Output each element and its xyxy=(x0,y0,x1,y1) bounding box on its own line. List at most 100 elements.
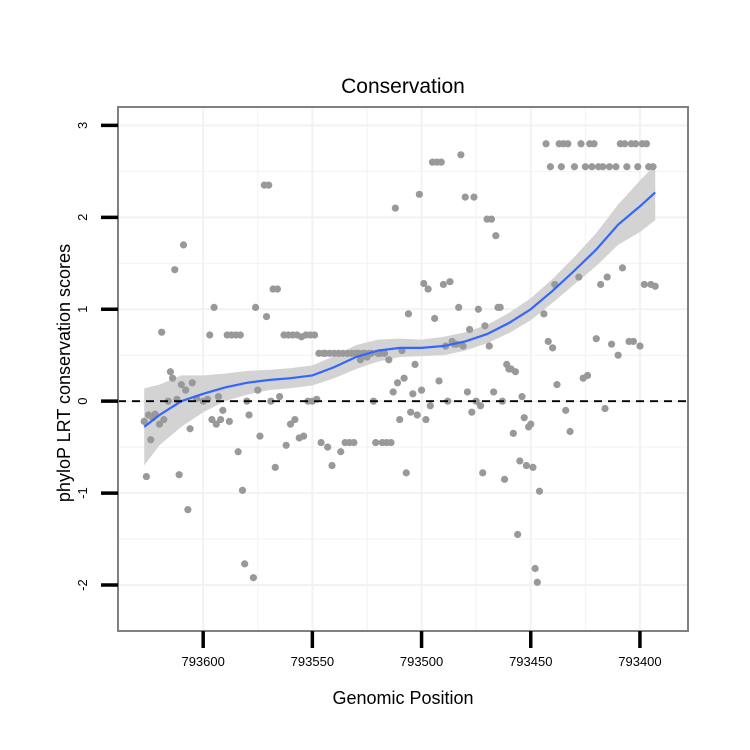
data-point xyxy=(634,163,642,171)
data-point xyxy=(481,322,489,330)
data-point xyxy=(251,303,260,312)
data-point xyxy=(642,140,651,148)
data-point xyxy=(531,564,539,573)
data-point xyxy=(212,420,220,428)
data-point xyxy=(175,471,183,479)
data-point xyxy=(455,303,463,312)
data-point xyxy=(461,193,469,201)
data-point xyxy=(623,163,631,171)
data-point xyxy=(529,463,537,471)
data-point xyxy=(245,411,253,419)
data-point xyxy=(470,193,478,201)
x-tick-label: 793400 xyxy=(618,654,661,669)
data-point xyxy=(557,163,565,171)
data-point xyxy=(618,264,627,272)
data-point xyxy=(350,438,358,447)
data-point xyxy=(404,310,413,318)
data-point xyxy=(238,486,247,494)
data-point xyxy=(516,457,524,465)
data-point xyxy=(182,386,190,394)
data-point xyxy=(415,190,423,198)
data-point xyxy=(337,448,345,456)
data-point xyxy=(601,404,609,413)
data-point xyxy=(540,310,548,318)
data-point xyxy=(424,285,432,293)
data-point xyxy=(651,282,659,290)
data-point xyxy=(636,342,644,350)
data-point xyxy=(614,351,622,359)
data-point xyxy=(599,163,607,171)
data-point xyxy=(387,438,395,447)
data-point xyxy=(511,368,520,376)
data-point xyxy=(439,280,448,289)
data-point xyxy=(310,331,319,339)
data-point xyxy=(581,163,589,171)
data-point xyxy=(631,140,640,148)
data-point xyxy=(496,303,504,312)
data-point xyxy=(649,163,657,171)
data-point xyxy=(514,530,522,539)
data-point xyxy=(396,415,404,424)
data-point xyxy=(241,560,249,568)
data-point xyxy=(177,381,185,389)
data-point xyxy=(603,273,611,281)
data-point xyxy=(431,314,439,323)
data-point xyxy=(411,360,419,369)
data-point xyxy=(407,408,415,416)
data-point xyxy=(500,475,509,483)
data-point xyxy=(217,415,225,424)
data-point xyxy=(184,506,192,514)
data-point xyxy=(166,368,175,376)
data-point xyxy=(479,469,487,477)
data-point xyxy=(300,432,308,440)
data-point xyxy=(219,406,227,414)
data-point xyxy=(188,379,196,387)
data-point xyxy=(214,392,223,401)
data-point xyxy=(391,204,399,212)
data-point xyxy=(518,392,526,401)
data-point xyxy=(575,273,583,281)
data-point xyxy=(393,379,402,387)
data-point xyxy=(527,420,535,428)
data-point xyxy=(468,408,476,416)
data-point xyxy=(317,438,325,447)
smooth-line-layer xyxy=(143,191,656,428)
data-point xyxy=(466,325,474,334)
data-point xyxy=(160,415,168,424)
data-point xyxy=(474,305,482,313)
data-point xyxy=(485,342,493,350)
data-point xyxy=(492,232,500,240)
data-point xyxy=(583,371,592,380)
y-tick-label: -2 xyxy=(75,579,90,591)
data-point xyxy=(588,163,596,171)
data-point xyxy=(324,443,332,451)
chart-title: Conservation xyxy=(341,75,465,98)
data-point xyxy=(435,377,443,385)
y-tick-label: 1 xyxy=(75,306,90,313)
data-point xyxy=(249,574,258,582)
data-point xyxy=(417,386,426,394)
data-point xyxy=(147,436,155,444)
data-point xyxy=(271,463,279,471)
data-point xyxy=(380,349,389,357)
data-point xyxy=(140,417,148,425)
data-point xyxy=(640,280,648,289)
data-point xyxy=(385,356,393,364)
data-point xyxy=(463,388,472,396)
data-point xyxy=(420,279,428,288)
x-tick-label: 793550 xyxy=(291,654,334,669)
data-point xyxy=(629,337,638,346)
y-tick-label: 2 xyxy=(75,214,90,221)
data-point xyxy=(225,417,233,425)
data-point xyxy=(544,337,552,346)
data-point xyxy=(597,280,605,289)
data-point xyxy=(570,163,579,171)
data-point xyxy=(168,374,177,382)
grid-lines xyxy=(118,107,688,631)
data-point xyxy=(422,415,430,424)
data-point xyxy=(509,429,517,437)
data-point xyxy=(564,140,572,148)
data-point xyxy=(592,335,600,343)
y-tick-label: 0 xyxy=(75,398,90,405)
